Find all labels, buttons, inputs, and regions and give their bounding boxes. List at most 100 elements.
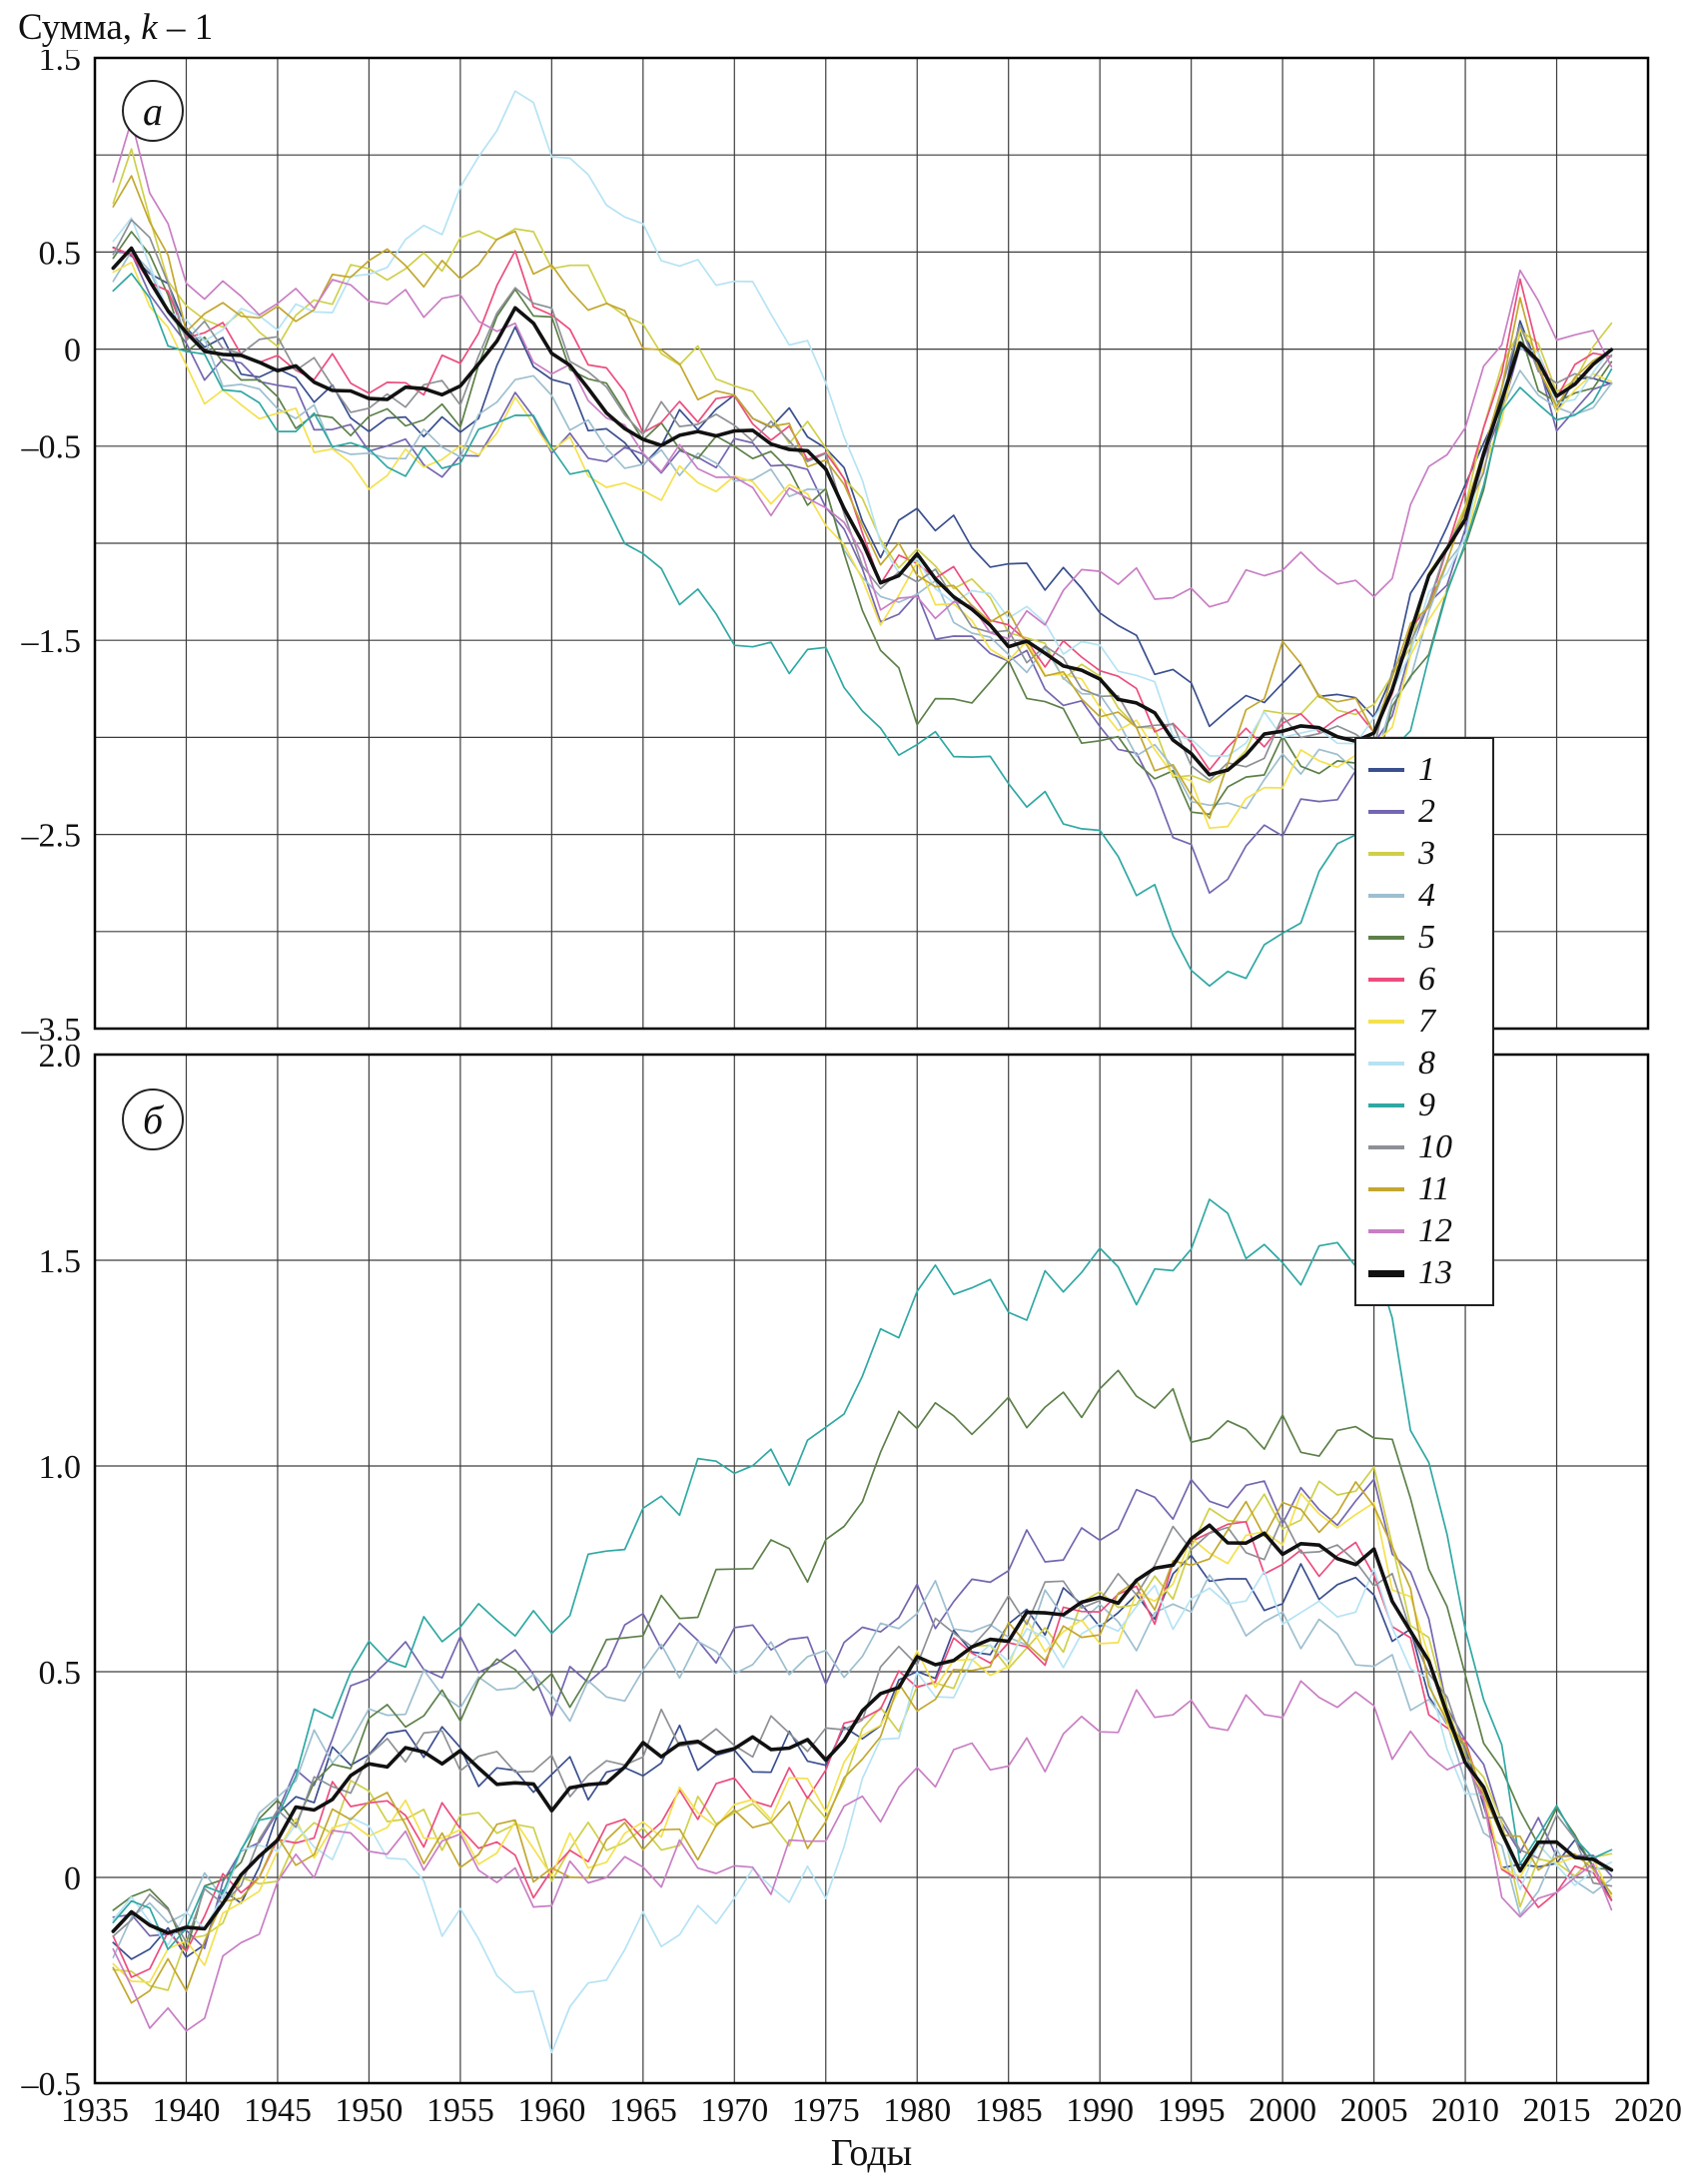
legend-swatch-10 bbox=[1368, 1145, 1404, 1149]
x-tick-label: 1980 bbox=[883, 2092, 951, 2129]
y-tick-label: –0.5 bbox=[21, 429, 82, 466]
y-tick-label: –3.5 bbox=[21, 1012, 82, 1041]
legend-item-8: 8 bbox=[1368, 1043, 1480, 1085]
y-tick-label: 0.5 bbox=[39, 1655, 82, 1692]
y-tick-label: 1.0 bbox=[39, 1449, 82, 1486]
x-tick-label: 2020 bbox=[1614, 2092, 1682, 2129]
series-1 bbox=[112, 1554, 1613, 1960]
y-axis-title-prefix: Сумма, bbox=[18, 7, 142, 48]
legend-swatch-6 bbox=[1368, 978, 1404, 982]
legend-label-10: 10 bbox=[1418, 1128, 1452, 1165]
legend-label-2: 2 bbox=[1418, 793, 1435, 830]
series-12 bbox=[112, 1680, 1613, 2032]
x-tick-label: 1935 bbox=[61, 2092, 129, 2129]
series-11 bbox=[112, 175, 1613, 820]
x-tick-label: 1975 bbox=[792, 2092, 860, 2129]
legend-label-13: 13 bbox=[1418, 1254, 1452, 1291]
series-2 bbox=[112, 1478, 1613, 1950]
legend-item-12: 12 bbox=[1368, 1210, 1480, 1252]
legend-label-6: 6 bbox=[1418, 961, 1435, 998]
legend-item-1: 1 bbox=[1368, 749, 1480, 791]
series-12 bbox=[112, 119, 1613, 640]
x-tick-label: 1945 bbox=[244, 2092, 312, 2129]
legend-item-11: 11 bbox=[1368, 1168, 1480, 1210]
y-axis-title: Сумма, k – 1 bbox=[18, 6, 213, 49]
x-tick-label: 1995 bbox=[1158, 2092, 1226, 2129]
y-tick-label: 0.5 bbox=[39, 235, 82, 272]
y-tick-label: –0.5 bbox=[21, 2066, 82, 2103]
x-axis-title: Годы bbox=[830, 2132, 913, 2174]
legend-label-9: 9 bbox=[1418, 1087, 1435, 1123]
legend-item-10: 10 bbox=[1368, 1126, 1480, 1168]
legend-label-1: 1 bbox=[1418, 751, 1435, 788]
legend-swatch-12 bbox=[1368, 1229, 1404, 1233]
x-tick-label: 2000 bbox=[1249, 2092, 1316, 2129]
plot-frame bbox=[93, 1053, 1650, 2085]
y-axis-title-k: k bbox=[141, 7, 158, 48]
series-3 bbox=[112, 1466, 1613, 1991]
legend-label-4: 4 bbox=[1418, 877, 1435, 914]
x-tick-label: 1940 bbox=[152, 2092, 220, 2129]
legend-item-4: 4 bbox=[1368, 875, 1480, 917]
panel-b-letter: б bbox=[142, 1096, 164, 1142]
legend-label-7: 7 bbox=[1418, 1003, 1435, 1040]
series-7 bbox=[112, 1492, 1613, 1983]
x-tick-label: 2005 bbox=[1340, 2092, 1408, 2129]
legend-swatch-11 bbox=[1368, 1187, 1404, 1191]
series-5 bbox=[112, 231, 1613, 816]
y-tick-label: 1.5 bbox=[39, 50, 82, 78]
y-axis-title-suffix: – 1 bbox=[157, 7, 214, 48]
legend-item-13: 13 bbox=[1368, 1252, 1480, 1294]
x-tick-label: 1965 bbox=[609, 2092, 677, 2129]
legend-item-3: 3 bbox=[1368, 833, 1480, 875]
legend-item-2: 2 bbox=[1368, 791, 1480, 833]
legend-label-11: 11 bbox=[1418, 1170, 1450, 1207]
plot-frame bbox=[93, 56, 1650, 1031]
legend-swatch-2 bbox=[1368, 810, 1404, 814]
panel-b-label: б bbox=[122, 1089, 184, 1150]
legend-label-12: 12 bbox=[1418, 1212, 1452, 1249]
legend-item-9: 9 bbox=[1368, 1085, 1480, 1126]
series-8 bbox=[112, 1568, 1613, 2054]
legend-item-6: 6 bbox=[1368, 959, 1480, 1001]
legend-swatch-7 bbox=[1368, 1020, 1404, 1024]
legend-swatch-13 bbox=[1368, 1269, 1404, 1277]
legend-label-5: 5 bbox=[1418, 919, 1435, 956]
grid bbox=[94, 1054, 1649, 2084]
series-5 bbox=[112, 1369, 1613, 1952]
legend-swatch-8 bbox=[1368, 1062, 1404, 1066]
y-tick-label: 0 bbox=[64, 333, 81, 369]
x-tick-label: 2010 bbox=[1431, 2092, 1499, 2129]
y-tick-label: –1.5 bbox=[21, 623, 82, 660]
legend: 1 2 3 4 5 6 7 8 9 10 11 12 13 bbox=[1354, 737, 1494, 1306]
y-tick-label: 0 bbox=[64, 1860, 81, 1897]
series-6 bbox=[112, 247, 1613, 771]
series-11 bbox=[112, 1481, 1613, 2004]
x-tick-label: 1970 bbox=[700, 2092, 768, 2129]
series-4 bbox=[112, 1574, 1613, 1959]
y-tick-label: 1.5 bbox=[39, 1243, 82, 1280]
legend-swatch-1 bbox=[1368, 768, 1404, 772]
x-tick-label: 1955 bbox=[426, 2092, 494, 2129]
legend-item-5: 5 bbox=[1368, 917, 1480, 959]
legend-swatch-4 bbox=[1368, 894, 1404, 898]
x-tick-label: 2015 bbox=[1523, 2092, 1591, 2129]
x-tick-label: 1985 bbox=[975, 2092, 1043, 2129]
legend-swatch-9 bbox=[1368, 1103, 1404, 1107]
legend-label-8: 8 bbox=[1418, 1045, 1435, 1082]
series-9 bbox=[112, 1198, 1613, 1950]
y-tick-label: 2.0 bbox=[39, 1045, 82, 1075]
x-tick-label: 1960 bbox=[517, 2092, 585, 2129]
series-13 bbox=[111, 1523, 1614, 1935]
legend-item-7: 7 bbox=[1368, 1001, 1480, 1043]
series-lines bbox=[111, 1198, 1614, 2054]
legend-swatch-5 bbox=[1368, 936, 1404, 940]
series-1 bbox=[112, 246, 1613, 728]
panel-a-label: а bbox=[122, 80, 184, 142]
panel-a-letter: а bbox=[143, 88, 163, 134]
y-tick-label: –2.5 bbox=[21, 818, 82, 855]
x-tick-label: 1950 bbox=[335, 2092, 403, 2129]
legend-swatch-3 bbox=[1368, 852, 1404, 856]
